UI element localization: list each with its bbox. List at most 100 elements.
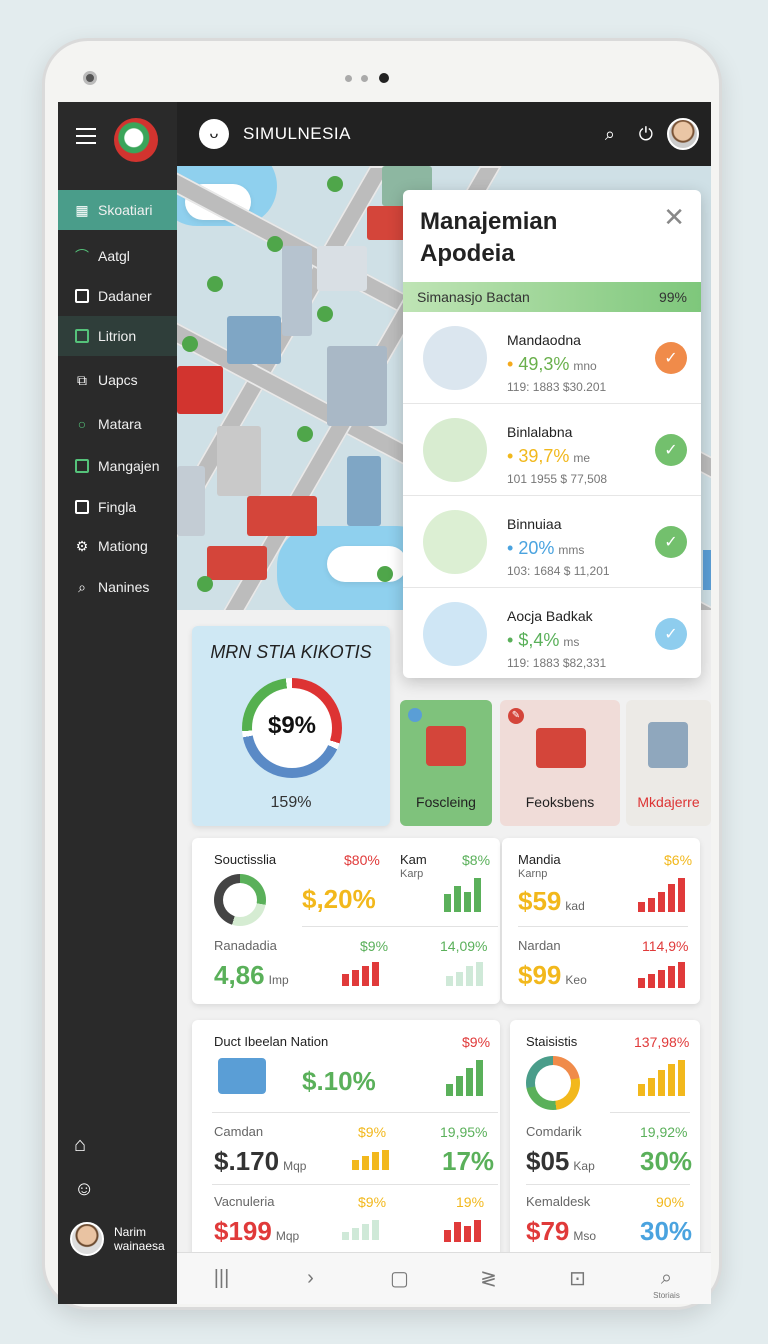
power-icon[interactable]: ⏻ bbox=[638, 124, 653, 144]
bar-chart-icon bbox=[638, 1060, 685, 1096]
bar-chart-icon bbox=[446, 962, 483, 986]
square-icon bbox=[74, 499, 90, 515]
gear-icon: ⚙ bbox=[75, 537, 89, 554]
home-icon[interactable]: ⌂ bbox=[74, 1134, 87, 1156]
map-building bbox=[282, 246, 312, 336]
app-screen: ▦ Skoatiari ⌒ Aatgl Dadaner Litrion ⧉ Ua… bbox=[58, 102, 711, 1304]
search-icon: ⌕ bbox=[78, 578, 86, 595]
sidebar-item-matara[interactable]: ○ Matara bbox=[58, 404, 177, 444]
circle-icon: ○ bbox=[77, 416, 87, 432]
sidebar-item-mationg[interactable]: ⚙ Mationg bbox=[75, 537, 148, 555]
sensor-dot bbox=[361, 75, 368, 82]
map-tree bbox=[207, 276, 223, 292]
sidebar-item-uapcs[interactable]: ⧉ Uapcs bbox=[58, 360, 177, 400]
home-square-icon[interactable]: ▢ bbox=[390, 1268, 409, 1290]
target-icon[interactable]: ⊡ bbox=[569, 1268, 586, 1290]
check-icon[interactable]: ✓ bbox=[655, 342, 687, 374]
stats-card-duct[interactable]: Duct Ibeelan Nation $9% $.10% Camdan $9%… bbox=[192, 1020, 500, 1260]
camera-lens bbox=[379, 73, 389, 83]
map-tree bbox=[297, 426, 313, 442]
map-building bbox=[367, 206, 407, 240]
map-building bbox=[227, 316, 281, 364]
location-icon bbox=[408, 708, 422, 722]
menu-icon[interactable] bbox=[76, 128, 96, 144]
list-item[interactable]: Binlalabna • 39,7% me 101 1955 $ 77,508 ✓ bbox=[403, 404, 701, 496]
summary-value: 99% bbox=[658, 289, 687, 305]
management-dialog: Manajemian Apodeia ✕ Simanasjo Bactan 99… bbox=[403, 190, 701, 678]
brand-icon: ᴗ bbox=[199, 119, 229, 149]
building-thumbnail bbox=[423, 418, 487, 482]
header-avatar[interactable] bbox=[667, 118, 699, 150]
building-thumbnail bbox=[423, 602, 487, 666]
close-icon[interactable]: ✕ bbox=[663, 202, 685, 232]
check-icon[interactable]: ✓ bbox=[655, 526, 687, 558]
map-building bbox=[247, 496, 317, 536]
search-icon[interactable]: ⌕ Storiais bbox=[647, 1267, 687, 1300]
copy-icon: ⧉ bbox=[77, 371, 87, 388]
recent-apps-icon[interactable]: ||| bbox=[213, 1267, 230, 1289]
square-icon bbox=[74, 328, 90, 344]
mini-donut bbox=[214, 874, 266, 926]
map-building bbox=[177, 466, 205, 536]
card-footer-value: 159% bbox=[270, 794, 312, 811]
sidebar-item-aatgl[interactable]: ⌒ Aatgl bbox=[75, 248, 130, 264]
check-icon[interactable]: ✓ bbox=[655, 618, 687, 650]
nav-label: Storiais bbox=[653, 1291, 680, 1300]
sidebar-item-skoatiari[interactable]: ▦ Skoatiari bbox=[58, 190, 177, 230]
sidebar-item-mangajen[interactable]: Mangajen bbox=[58, 446, 177, 486]
building-icon bbox=[426, 726, 466, 766]
tile-feoksbens[interactable]: ✎ Feoksbens bbox=[500, 700, 620, 826]
card-title: MRN STIA KIKOTIS bbox=[210, 642, 372, 662]
app-title: SIMULNESIA bbox=[243, 124, 351, 143]
list-item[interactable]: Binnuiaa • 20% mms 103: 1684 $ 11,201 ✓ bbox=[403, 496, 701, 588]
grid-icon: ▦ bbox=[75, 201, 89, 218]
sidebar-item-litrion[interactable]: Litrion bbox=[58, 316, 177, 356]
front-camera bbox=[83, 71, 97, 85]
leaf-icon: ⌒ bbox=[75, 248, 89, 264]
stats-card-souctisslia[interactable]: Souctisslia $80% $,20% Kam Karp $8% Rana… bbox=[192, 838, 500, 1004]
app-logo bbox=[114, 118, 158, 162]
bar-chart-icon bbox=[446, 1060, 483, 1096]
map-building bbox=[347, 456, 381, 526]
square-icon bbox=[74, 458, 90, 474]
building-icon bbox=[218, 1058, 266, 1094]
stats-card-mandia[interactable]: Mandia Karnp $6% $59 kad Nardan 114,9% $9… bbox=[502, 838, 700, 1004]
swipe-icon[interactable]: ≷ bbox=[480, 1268, 497, 1290]
map-tree bbox=[182, 336, 198, 352]
map-tree bbox=[327, 176, 343, 192]
progress-card[interactable]: MRN STIA KIKOTIS $9% 159% bbox=[192, 626, 390, 826]
bar-chart-icon bbox=[352, 1150, 389, 1170]
stats-card-staisistis[interactable]: Staisistis 137,98% Comdarik 19,92% $05 Ka… bbox=[510, 1020, 700, 1260]
square-icon bbox=[74, 288, 90, 304]
map-scroll-indicator[interactable] bbox=[703, 550, 711, 590]
bar-chart-icon bbox=[342, 962, 379, 986]
bar-chart-icon bbox=[444, 1220, 481, 1242]
mini-donut bbox=[526, 1056, 580, 1110]
sidebar-item-dadaner[interactable]: Dadaner bbox=[58, 276, 177, 316]
list-item[interactable]: Mandaodna • 49,3% mno 119: 1883 $30.201 ✓ bbox=[403, 312, 701, 404]
user-profile[interactable]: Narim wainaesa bbox=[70, 1222, 165, 1256]
map-tree bbox=[377, 566, 393, 582]
tile-foscleing[interactable]: Foscleing bbox=[400, 700, 492, 826]
map-tree bbox=[197, 576, 213, 592]
search-icon[interactable]: ⌕ bbox=[604, 124, 615, 144]
list-item[interactable]: Aocja Badkak • $,4% ms 119: 1883 $82,331 … bbox=[403, 588, 701, 678]
bottom-navigation: ||| › ▢ ≷ ⊡ ⌕ Storiais bbox=[177, 1252, 711, 1304]
avatar bbox=[70, 1222, 104, 1256]
dialog-title: Manajemian Apodeia bbox=[420, 208, 558, 267]
users-icon[interactable]: ☺ bbox=[74, 1178, 95, 1200]
map-building bbox=[317, 246, 367, 291]
chevron-right-icon[interactable]: › bbox=[307, 1267, 314, 1289]
map-cloud bbox=[327, 546, 407, 582]
map-building bbox=[177, 366, 223, 414]
sidebar-item-nanines[interactable]: ⌕ Nanines bbox=[58, 567, 177, 607]
sidebar: ▦ Skoatiari ⌒ Aatgl Dadaner Litrion ⧉ Ua… bbox=[58, 102, 177, 1304]
building-thumbnail bbox=[423, 510, 487, 574]
map-tree bbox=[267, 236, 283, 252]
building-icon bbox=[536, 728, 586, 768]
dialog-summary-bar: Simanasjo Bactan 99% bbox=[403, 282, 701, 312]
map-tree bbox=[317, 306, 333, 322]
tile-mkdajerre[interactable]: Mkdajerre bbox=[626, 700, 711, 826]
check-icon[interactable]: ✓ bbox=[655, 434, 687, 466]
sidebar-item-fingla[interactable]: Fingla bbox=[58, 487, 177, 527]
